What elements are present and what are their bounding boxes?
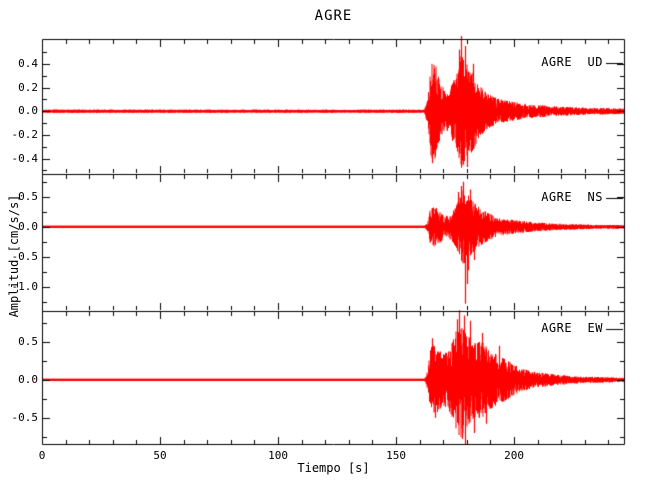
- x-tick-label: 50: [153, 449, 167, 462]
- y-tick-label: 0.0: [18, 219, 38, 233]
- x-tick-label: 0: [38, 449, 46, 462]
- y-tick-label: -0.2: [11, 127, 39, 141]
- y-tick-label: 0.2: [18, 80, 38, 94]
- y-tick-label: 0.4: [18, 56, 38, 70]
- y-tick-label: 0.0: [18, 372, 38, 386]
- x-tick-label: 200: [504, 449, 524, 462]
- x-tick-label: 100: [268, 449, 288, 462]
- y-tick-label: -0.4: [11, 151, 39, 165]
- y-tick-label: 0.0: [18, 104, 38, 118]
- y-tick-label: 0.5: [18, 335, 38, 349]
- y-tick-label: -0.5: [11, 249, 39, 263]
- panel-label-ns: AGRE NS: [541, 190, 603, 204]
- y-tick-label: -0.5: [11, 410, 39, 424]
- y-tick-label: 0.5: [18, 189, 38, 203]
- y-tick-label: -1.0: [11, 279, 39, 293]
- panel-label-ud: AGRE UD: [541, 55, 603, 69]
- x-tick-label: 150: [386, 449, 406, 462]
- chart-title: AGRE: [314, 8, 353, 24]
- panel-label-ew: AGRE EW: [541, 321, 603, 335]
- x-axis-label: Tiempo [s]: [297, 461, 370, 475]
